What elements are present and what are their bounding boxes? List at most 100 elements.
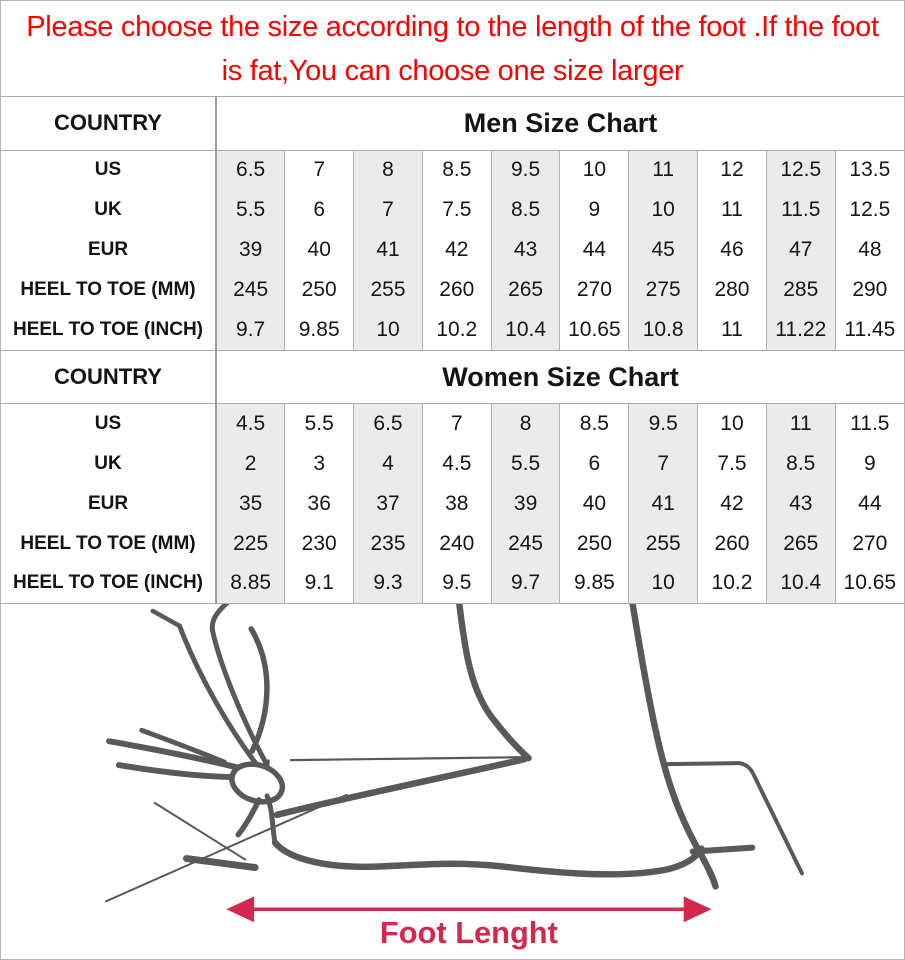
size-cell: 11 bbox=[765, 403, 836, 444]
size-cell: 46 bbox=[697, 230, 767, 270]
size-cell: 10.4 bbox=[490, 310, 560, 350]
size-cell: 41 bbox=[628, 483, 698, 524]
size-row: US 6.5 7 8 8.5 9.5 10 11 12 12.5 13.5 bbox=[1, 150, 904, 190]
size-cell: 11.5 bbox=[834, 403, 904, 444]
size-cell: 45 bbox=[628, 230, 698, 270]
size-cell: 10.4 bbox=[765, 563, 836, 604]
size-cell: 7.5 bbox=[421, 190, 492, 230]
size-cell: 8.85 bbox=[215, 563, 285, 604]
foot-sketch: Foot Lenght bbox=[104, 604, 805, 950]
size-cell: 9.5 bbox=[490, 150, 560, 190]
row-label: HEEL TO TOE (MM) bbox=[1, 270, 217, 310]
size-cell: 270 bbox=[834, 523, 904, 564]
size-cell: 7.5 bbox=[697, 443, 767, 484]
size-row: HEEL TO TOE (MM) 225 230 235 240 245 250 255 260… bbox=[1, 523, 904, 564]
size-cell: 43 bbox=[490, 230, 560, 270]
size-cell: 9.5 bbox=[421, 563, 492, 604]
size-cell: 11 bbox=[628, 150, 698, 190]
size-cell: 10 bbox=[697, 403, 767, 444]
size-cell: 39 bbox=[215, 230, 285, 270]
size-row: US 4.5 5.5 6.5 7 8 8.5 9.5 10 11 11.5 bbox=[1, 403, 904, 444]
women-table-header: COUNTRY Women Size Chart bbox=[1, 350, 904, 404]
size-cell: 6 bbox=[559, 443, 629, 484]
size-cell: 6.5 bbox=[353, 403, 423, 444]
hand-finger-icon bbox=[105, 738, 248, 773]
row-label: EUR bbox=[1, 230, 217, 270]
size-cell: 35 bbox=[215, 483, 285, 524]
size-cell: 245 bbox=[215, 270, 285, 310]
foot-length-arrow bbox=[226, 896, 712, 923]
size-cell: 9 bbox=[559, 190, 629, 230]
size-row: EUR 35 36 37 38 39 40 41 42 43 44 bbox=[1, 483, 904, 524]
size-cell: 7 bbox=[353, 190, 423, 230]
size-cell: 9.7 bbox=[490, 563, 560, 604]
pencil-shadow-curve bbox=[248, 626, 270, 754]
toe-stroke bbox=[235, 797, 262, 838]
size-cell: 10.2 bbox=[421, 310, 492, 350]
notice-line-1: Please choose the size according to the … bbox=[26, 10, 879, 43]
size-row: UK 5.5 6 7 7.5 8.5 9 10 11 11.5 12.5 bbox=[1, 190, 904, 230]
size-cell: 43 bbox=[765, 483, 836, 524]
size-cell: 270 bbox=[559, 270, 629, 310]
size-cell: 3 bbox=[284, 443, 354, 484]
size-cell: 10 bbox=[628, 190, 698, 230]
size-cell: 10.2 bbox=[697, 563, 767, 604]
size-cell: 275 bbox=[628, 270, 698, 310]
size-cell: 5.5 bbox=[490, 443, 560, 484]
size-cell: 12.5 bbox=[834, 190, 904, 230]
size-cell: 250 bbox=[559, 523, 629, 564]
size-cell: 265 bbox=[490, 270, 560, 310]
toe-tick-mark bbox=[183, 855, 259, 871]
foot-length-label: Foot Lenght bbox=[380, 915, 558, 950]
size-cell: 2 bbox=[215, 443, 285, 484]
size-cell: 8.5 bbox=[490, 190, 560, 230]
row-label: HEEL TO TOE (MM) bbox=[1, 523, 217, 564]
size-cell: 225 bbox=[215, 523, 285, 564]
size-cell: 4.5 bbox=[215, 403, 285, 444]
size-cell: 8 bbox=[490, 403, 560, 444]
size-row: UK 2 3 4 4.5 5.5 6 7 7.5 8.5 9 bbox=[1, 443, 904, 484]
size-cell: 10.8 bbox=[628, 310, 698, 350]
size-row: EUR 39 40 41 42 43 44 45 46 47 48 bbox=[1, 230, 904, 270]
toe-front bbox=[264, 793, 278, 846]
size-row: HEEL TO TOE (INCH) 8.85 9.1 9.3 9.5 9.7 9.85 10… bbox=[1, 563, 904, 604]
hand-edge bbox=[150, 608, 182, 629]
size-cell: 8.5 bbox=[559, 403, 629, 444]
row-label: US bbox=[1, 150, 217, 190]
arrow-head-right-icon bbox=[683, 896, 712, 923]
size-row: HEEL TO TOE (INCH) 9.7 9.85 10 10.2 10.4 10.65… bbox=[1, 310, 904, 350]
size-cell: 11.45 bbox=[834, 310, 904, 350]
size-cell: 11 bbox=[697, 310, 767, 350]
size-cell: 5.5 bbox=[284, 403, 354, 444]
size-cell: 13.5 bbox=[834, 150, 904, 190]
size-cell: 4 bbox=[353, 443, 423, 484]
size-cell: 42 bbox=[421, 230, 492, 270]
size-cell: 12 bbox=[697, 150, 767, 190]
size-cell: 260 bbox=[421, 270, 492, 310]
size-cell: 10.65 bbox=[834, 563, 904, 604]
size-cell: 9.3 bbox=[353, 563, 423, 604]
size-cell: 5.5 bbox=[215, 190, 285, 230]
size-cell: 8.5 bbox=[421, 150, 492, 190]
men-size-table: COUNTRY Men Size Chart US 6.5 7 8 8.5 9.5 10 11… bbox=[1, 97, 904, 350]
size-cell: 260 bbox=[697, 523, 767, 564]
shin-line bbox=[456, 604, 532, 762]
size-cell: 39 bbox=[490, 483, 560, 524]
hand-finger-icon bbox=[139, 727, 227, 765]
size-cell: 10 bbox=[628, 563, 698, 604]
size-cell: 6.5 bbox=[215, 150, 285, 190]
size-cell: 40 bbox=[559, 483, 629, 524]
size-cell: 265 bbox=[765, 523, 836, 564]
arrow-head-left-icon bbox=[226, 896, 255, 923]
size-cell: 290 bbox=[834, 270, 904, 310]
size-cell: 255 bbox=[628, 523, 698, 564]
country-header: COUNTRY bbox=[1, 350, 217, 404]
size-cell: 6 bbox=[284, 190, 354, 230]
size-cell: 4.5 bbox=[421, 443, 492, 484]
size-cell: 7 bbox=[284, 150, 354, 190]
men-chart-title: Men Size Chart bbox=[216, 97, 904, 151]
size-cell: 37 bbox=[353, 483, 423, 524]
size-row: HEEL TO TOE (MM) 245 250 255 260 265 270 275 280… bbox=[1, 270, 904, 310]
size-cell: 10.65 bbox=[559, 310, 629, 350]
heel-tick-mark bbox=[689, 844, 756, 855]
